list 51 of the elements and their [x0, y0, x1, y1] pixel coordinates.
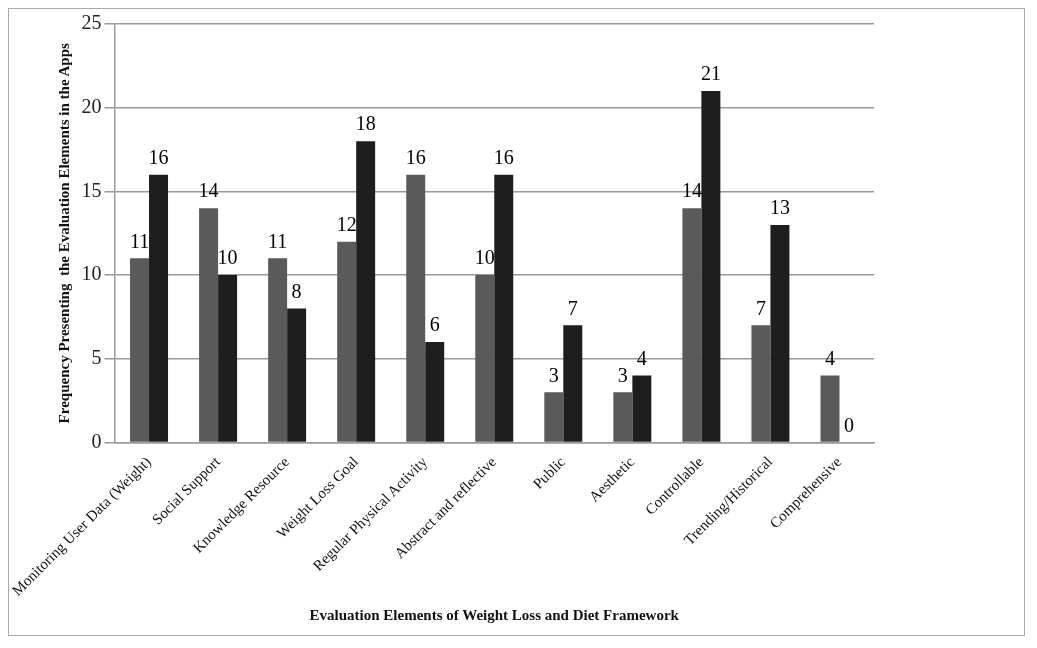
data-label: 16 — [493, 145, 514, 168]
data-label: 10 — [217, 246, 238, 269]
data-label: 6 — [429, 313, 440, 336]
bar — [682, 208, 702, 442]
data-label: 4 — [824, 346, 835, 369]
bar — [406, 174, 426, 442]
y-tick-label: 0 — [91, 429, 102, 452]
data-label: 16 — [405, 145, 426, 168]
data-label: 11 — [129, 229, 150, 252]
bar — [613, 392, 633, 442]
x-axis-title: Evaluation Elements of Weight Loss and Diet Framework — [309, 606, 680, 623]
bar — [218, 275, 238, 442]
bar — [287, 308, 307, 442]
bar — [356, 141, 376, 442]
data-label: 10 — [474, 246, 495, 269]
data-label: 21 — [700, 62, 721, 85]
bar — [337, 241, 357, 442]
bar — [494, 174, 514, 442]
data-label: 18 — [355, 112, 376, 135]
bar — [751, 325, 771, 442]
y-tick-label: 20 — [81, 94, 102, 117]
data-label: 8 — [291, 279, 302, 302]
data-label: 13 — [769, 196, 790, 219]
data-label: 3 — [617, 363, 628, 386]
y-tick-label: 25 — [81, 11, 102, 34]
y-axis-title: Frequency Presenting the Evaluation Elements in the Apps — [56, 42, 73, 424]
bar — [701, 90, 721, 442]
bar — [563, 325, 583, 442]
data-label: 7 — [567, 296, 578, 319]
data-label: 4 — [636, 346, 647, 369]
y-tick-label: 10 — [81, 262, 102, 285]
data-label: 3 — [548, 363, 559, 386]
bar — [820, 375, 840, 442]
data-label: 12 — [336, 212, 357, 235]
data-label: 11 — [267, 229, 288, 252]
bar — [770, 224, 790, 442]
y-tick-label: 15 — [81, 178, 102, 201]
bar — [632, 375, 652, 442]
bar — [149, 174, 169, 442]
bar — [268, 258, 288, 442]
y-tick-label: 5 — [91, 346, 102, 369]
data-label: 16 — [148, 145, 169, 168]
data-label: 14 — [681, 179, 702, 202]
bar — [425, 342, 445, 442]
data-label: 7 — [755, 296, 766, 319]
bar — [199, 208, 219, 442]
bar — [475, 275, 495, 442]
bar — [130, 258, 150, 442]
data-label: 14 — [198, 179, 219, 202]
data-label: 0 — [843, 413, 854, 436]
bar — [544, 392, 564, 442]
